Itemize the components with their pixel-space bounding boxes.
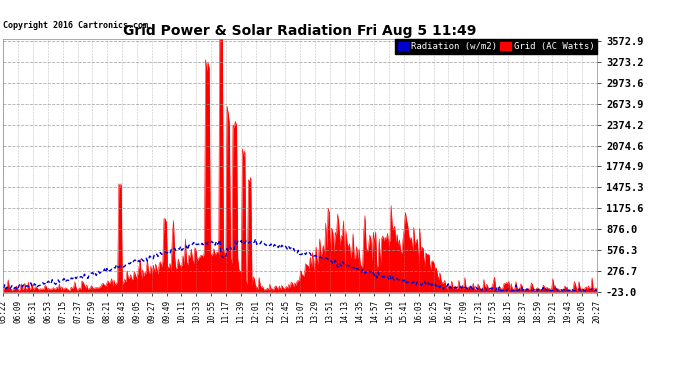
Legend: Radiation (w/m2), Grid (AC Watts): Radiation (w/m2), Grid (AC Watts) xyxy=(395,39,597,54)
Text: Copyright 2016 Cartronics.com: Copyright 2016 Cartronics.com xyxy=(3,21,148,30)
Title: Grid Power & Solar Radiation Fri Aug 5 11:49: Grid Power & Solar Radiation Fri Aug 5 1… xyxy=(124,24,477,38)
